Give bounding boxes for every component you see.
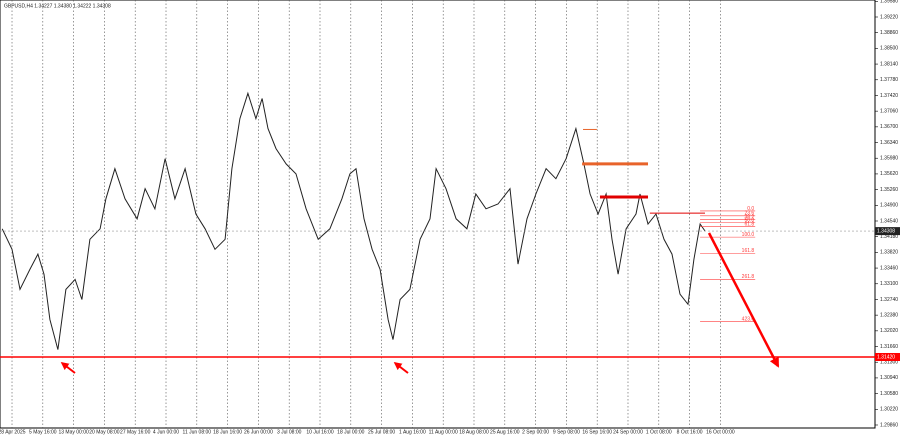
x-tick-label: 1 Aug 16:00 [399,429,426,435]
x-tick-label: 16 Sep 16:00 [582,429,612,435]
y-tick-label: 1.35980 [880,156,898,162]
y-tick-label: 1.37420 [880,93,898,99]
y-tick-label: 1.36700 [880,124,898,130]
y-tick-label: 1.30940 [880,375,898,381]
x-tick-label: 16 Oct 00:00 [706,429,735,435]
y-tick-label: 1.34180 [880,234,898,240]
fibo-label: 0.0 [747,206,754,212]
x-tick-label: 4 Jun 00:00 [153,429,179,435]
x-tick-label: 24 Sep 00:00 [613,429,643,435]
x-tick-label: 1 Oct 08:00 [646,429,672,435]
fibo-label: 61.8 [744,221,754,227]
y-tick-label: 1.31660 [880,344,898,350]
x-tick-label: 3 Jul 08:00 [277,429,302,435]
y-tick-label: 1.29860 [880,422,898,428]
chart-title: GBPUSD,H4 1.34227 1.34380 1.34222 1.3430… [4,3,111,9]
y-tick-label: 1.38860 [880,30,898,36]
x-tick-label: 8 Oct 16:00 [677,429,703,435]
x-tick-label: 2 Sep 00:00 [522,429,549,435]
forecast-arrow [707,232,780,368]
fibo-label: 50.0 [744,218,754,224]
y-tick-label: 1.37780 [880,77,898,83]
fibo-label: 161.8 [742,248,755,254]
x-tick-label: 18 Jul 00:00 [337,429,364,435]
x-tick-label: 25 Jul 08:00 [368,429,395,435]
x-tick-label: 25 Aug 16:00 [490,429,520,435]
y-tick-label: 1.33100 [880,281,898,287]
y-tick-label: 1.35260 [880,187,898,193]
y-tick-label: 1.32020 [880,328,898,334]
x-tick-label: 18 Jun 16:00 [213,429,242,435]
current-price-tag [875,227,900,236]
y-tick-label: 1.37060 [880,108,898,114]
y-tick-label: 1.38500 [880,46,898,52]
fibo-label: 100.0 [742,232,755,238]
y-tick-label: 1.35620 [880,171,898,177]
fibo-label: 23.6 [744,211,754,217]
y-tick-label: 1.30580 [880,391,898,397]
y-tick-label: 1.33820 [880,250,898,256]
y-tick-label: 1.33460 [880,265,898,271]
x-tick-label: 11 Aug 00:00 [429,429,458,435]
arrow [393,362,409,374]
support-tag [875,352,900,361]
x-tick-label: 27 May 16:00 [120,429,151,435]
current-price-label: 1.34308 [877,228,895,234]
x-tick-label: 28 Apr 2025 [0,429,26,435]
arrow [60,362,76,374]
fibo-label: 261.8 [742,274,755,280]
y-tick-label: 1.34540 [880,218,898,224]
x-tick-label: 26 Jun 00:00 [244,429,273,435]
y-tick-label: 1.39580 [880,0,898,5]
x-tick-label: 9 Sep 08:00 [553,429,580,435]
x-tick-label: 13 May 00:00 [58,429,89,435]
y-tick-label: 1.32740 [880,297,898,303]
y-tick-label: 1.38140 [880,61,898,67]
x-tick-label: 5 May 16:00 [29,429,57,435]
y-tick-label: 1.30220 [880,407,898,413]
y-tick-label: 1.39220 [880,14,898,20]
x-tick-label: 11 Jun 08:00 [183,429,212,435]
fibo-label: 423.6 [742,317,755,323]
x-tick-label: 20 May 08:00 [89,429,120,435]
y-tick-label: 1.36340 [880,140,898,146]
x-tick-label: 18 Aug 08:00 [459,429,489,435]
x-tick-label: 10 Jul 16:00 [306,429,333,435]
y-tick-label: 1.34900 [880,203,898,209]
y-tick-label: 1.32380 [880,312,898,318]
fibo-label: 38.2 [744,215,754,221]
y-tick-label: 1.31300 [880,360,898,366]
price-line [1,91,706,350]
support-label: 1.31420 [877,354,895,360]
